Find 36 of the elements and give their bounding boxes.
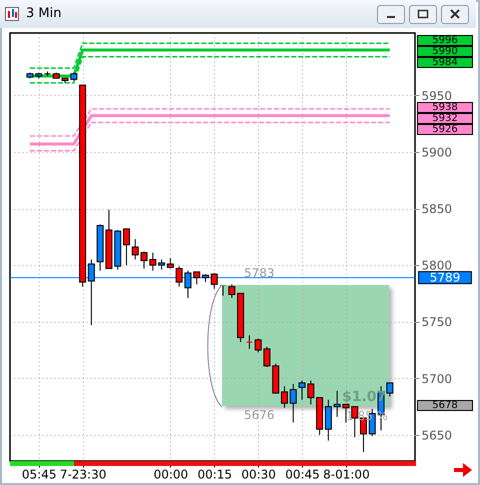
candlestick: [246, 334, 253, 350]
y-tick-label: 5900: [422, 145, 452, 160]
candlestick: [254, 338, 262, 353]
x-tick-label: 00:15: [197, 468, 232, 482]
text: 5926: [417, 124, 473, 135]
candlestick: [290, 384, 297, 424]
candlestick: [122, 228, 130, 266]
candlestick: [298, 380, 306, 400]
x-tick-label: 05:45: [22, 468, 56, 482]
y-tick-label: 5950: [422, 88, 452, 103]
candlestick: [220, 284, 227, 296]
candlestick: [210, 272, 218, 290]
x-tick-label: 00:00: [154, 468, 188, 482]
x-tick-label: 7-23:30: [60, 468, 106, 482]
text: 5932: [417, 113, 473, 124]
y-tick-label: 5850: [422, 202, 452, 216]
text: 5996: [417, 35, 473, 46]
chart-title: 3 Min: [26, 6, 62, 21]
ref-line-label: 5789: [430, 270, 460, 285]
x-tick-label: 00:45: [285, 468, 320, 482]
y-tick-label: 5650: [422, 428, 452, 442]
candlestick: [386, 382, 394, 397]
candlestick: [166, 258, 174, 270]
candlestick: [176, 266, 183, 288]
y-tick-label: 5700: [422, 372, 452, 386]
y-tick-label: 5800: [422, 258, 452, 273]
text: 5678: [417, 400, 473, 411]
text: 5984: [417, 57, 473, 68]
y-tick-label: 5750: [422, 315, 452, 330]
annotation: 5676: [244, 408, 275, 422]
x-tick-label: 00:30: [241, 468, 276, 482]
text: 5990: [417, 46, 473, 57]
x-tick-label: 8-01:00: [323, 468, 370, 482]
candlestick: [280, 386, 288, 408]
annotation: 5783: [244, 266, 275, 280]
text: 5938: [417, 102, 473, 113]
